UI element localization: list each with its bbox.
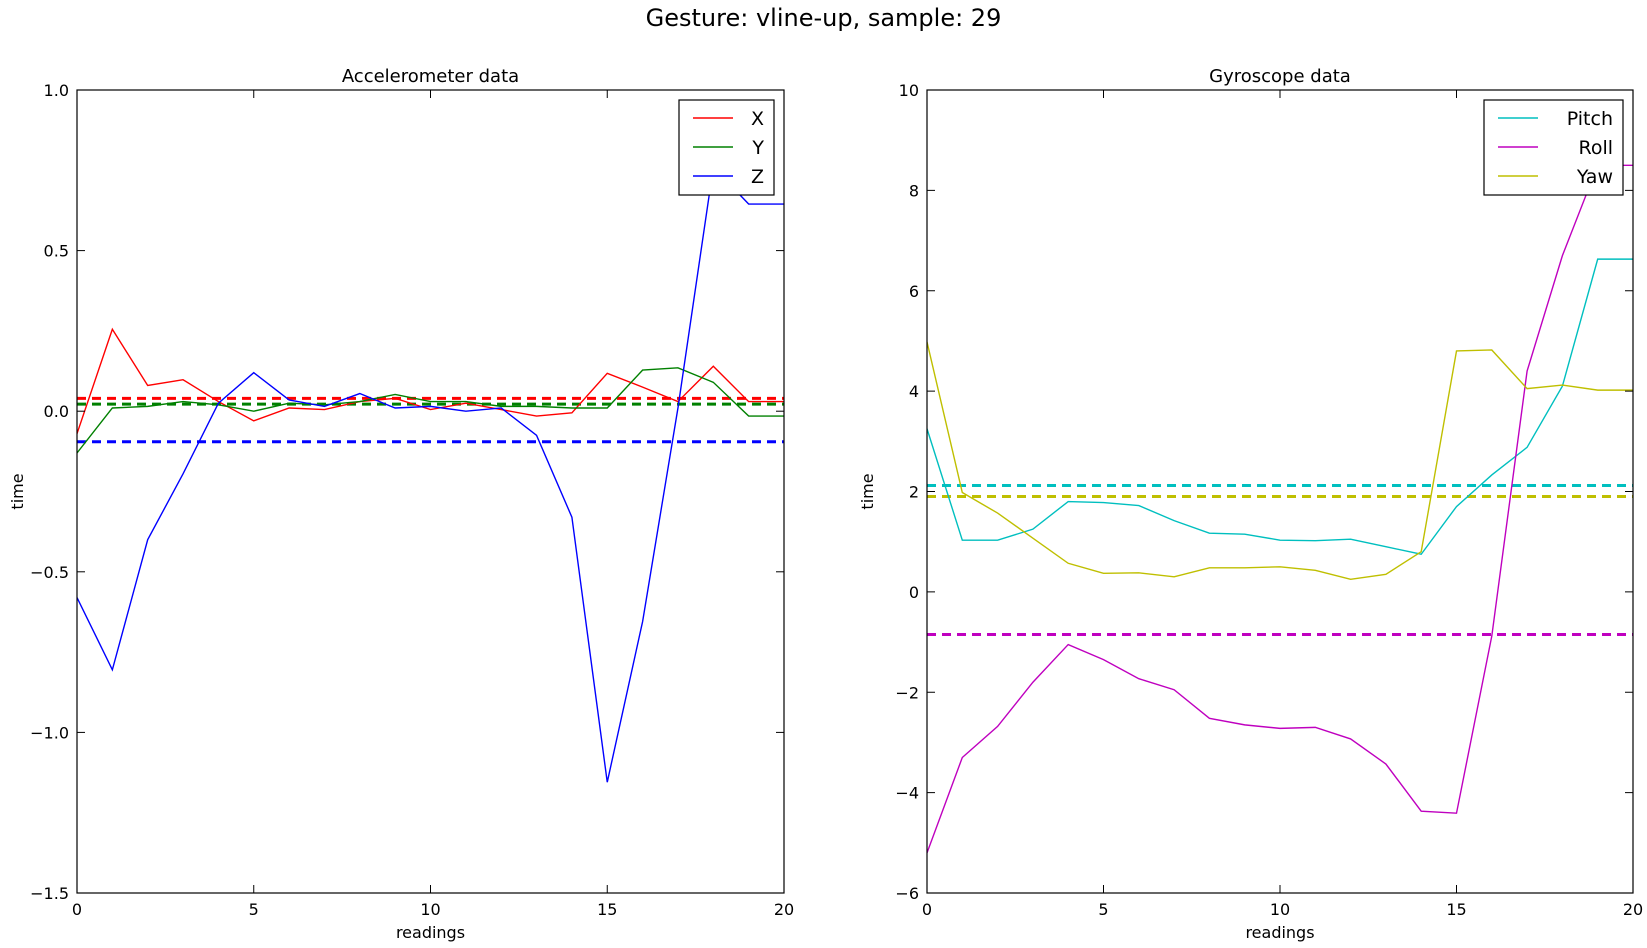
y-tick-label: 0	[909, 583, 919, 602]
legend-label-yaw: Yaw	[1576, 166, 1613, 188]
y-tick-label: 6	[909, 282, 919, 301]
x-tick-label: 20	[774, 900, 794, 919]
legend: Pitch Roll Yaw	[1483, 99, 1624, 196]
x-tick-label: 10	[420, 900, 440, 919]
figure-suptitle: Gesture: vline-up, sample: 29	[645, 4, 1002, 32]
y-tick-label: 8	[909, 181, 919, 200]
plot-area	[77, 90, 784, 893]
y-tick-label: −1.0	[30, 723, 69, 742]
y-tick-label: −0.5	[30, 563, 69, 582]
plot-area	[927, 90, 1633, 893]
series-line-y	[77, 367, 784, 454]
x-tick-label: 0	[922, 900, 932, 919]
data-layer	[77, 165, 784, 783]
legend-label-y: Y	[751, 137, 764, 159]
legend: XYZ	[678, 99, 775, 196]
x-tick-label: 15	[597, 900, 617, 919]
legend-label-z: Z	[751, 166, 764, 188]
x-axis-label: readings	[1245, 923, 1314, 942]
x-tick-label: 5	[249, 900, 259, 919]
series-line-x	[77, 327, 784, 434]
y-tick-label: −1.5	[30, 884, 69, 903]
y-axis-label: time	[8, 473, 27, 509]
legend-label-x: X	[751, 108, 764, 130]
y-tick-label: −4	[895, 784, 919, 803]
x-axis-label: readings	[396, 923, 465, 942]
legend-label-pitch: Pitch	[1567, 108, 1613, 130]
y-tick-label: 1.0	[44, 81, 69, 100]
y-tick-label: 0.0	[44, 402, 69, 421]
x-tick-label: 0	[72, 900, 82, 919]
y-tick-label: 0.5	[44, 242, 69, 261]
x-tick-label: 10	[1270, 900, 1290, 919]
chart-panel-1: 0 5 10 15 20 −1.5 −1.0 −0.5 0.0 0.5 1.0 Acceleromet…	[8, 66, 794, 942]
chart-title: Accelerometer data	[342, 66, 519, 87]
x-tick-label: 15	[1446, 900, 1466, 919]
y-axis-label: time	[858, 473, 877, 509]
x-tick-label: 5	[1098, 900, 1108, 919]
data-layer	[927, 164, 1633, 854]
series-line-roll	[927, 164, 1633, 854]
legend-label-roll: Roll	[1578, 137, 1613, 159]
y-tick-label: −6	[895, 884, 919, 903]
series-line-z	[77, 165, 784, 783]
chart-panel-2: 0 5 10 15 20 −6 −4 −2 0 2 4 6 8 10 Gyroscope data readi…	[858, 66, 1643, 942]
chart-title: Gyroscope data	[1209, 66, 1351, 87]
y-tick-label: 4	[909, 382, 919, 401]
y-tick-label: 2	[909, 483, 919, 502]
y-tick-label: −2	[895, 683, 919, 702]
series-line-yaw	[927, 341, 1633, 581]
x-tick-label: 20	[1623, 900, 1643, 919]
y-tick-label: 10	[899, 81, 919, 100]
